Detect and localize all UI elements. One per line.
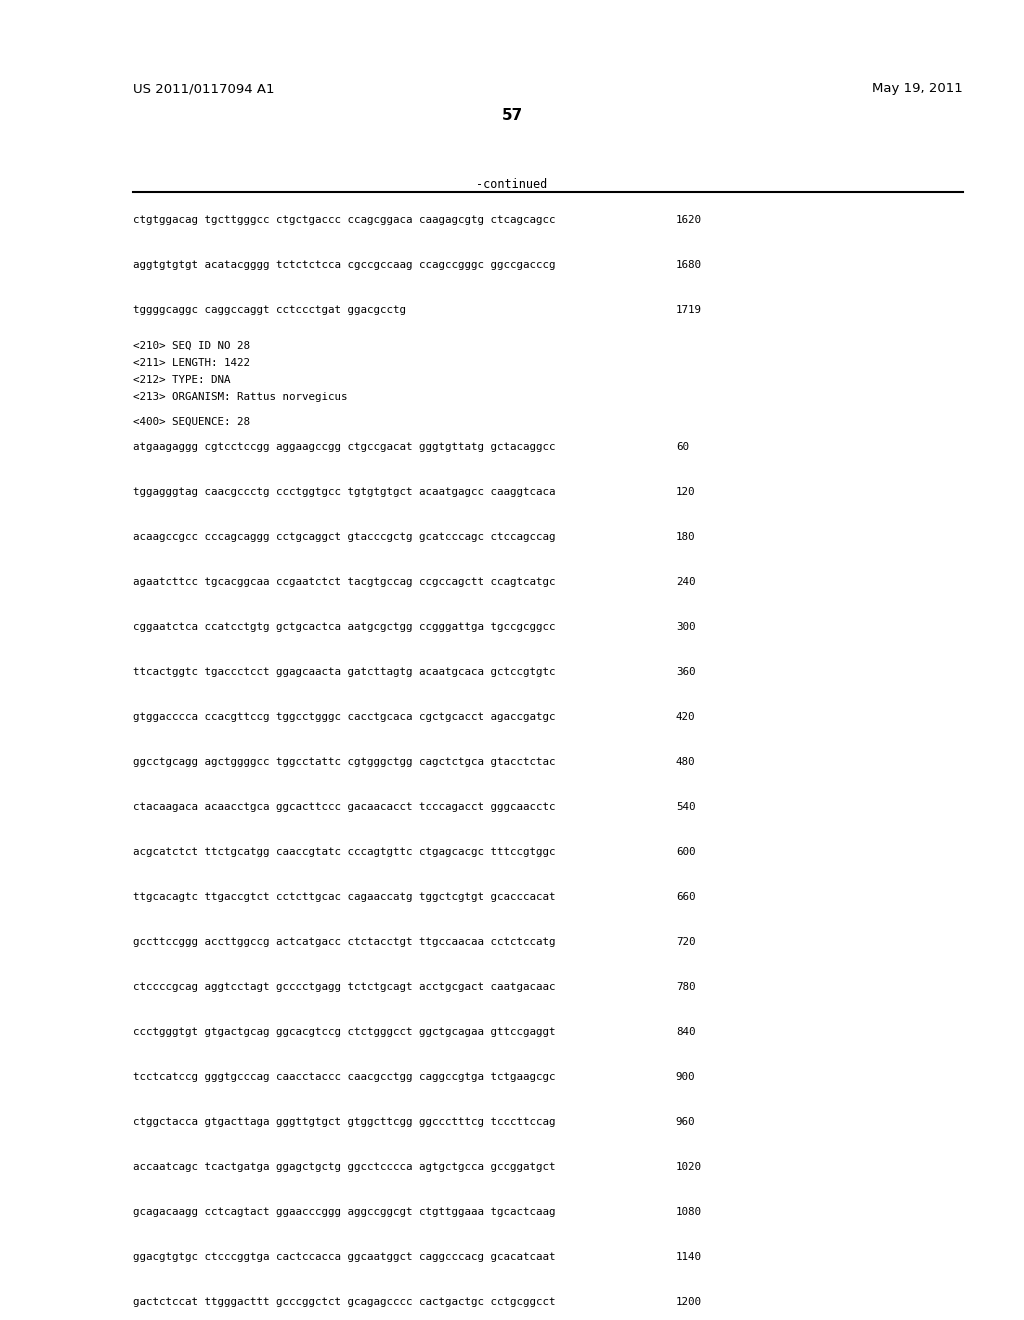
Text: 360: 360 [676, 667, 695, 677]
Text: <400> SEQUENCE: 28: <400> SEQUENCE: 28 [133, 417, 250, 426]
Text: atgaagaggg cgtcctccgg aggaagccgg ctgccgacat gggtgttatg gctacaggcc: atgaagaggg cgtcctccgg aggaagccgg ctgccga… [133, 442, 556, 451]
Text: 300: 300 [676, 622, 695, 632]
Text: 1140: 1140 [676, 1251, 701, 1262]
Text: ggacgtgtgc ctcccggtga cactccacca ggcaatggct caggcccacg gcacatcaat: ggacgtgtgc ctcccggtga cactccacca ggcaatg… [133, 1251, 556, 1262]
Text: 1020: 1020 [676, 1162, 701, 1172]
Text: -continued: -continued [476, 178, 548, 191]
Text: 420: 420 [676, 711, 695, 722]
Text: <210> SEQ ID NO 28: <210> SEQ ID NO 28 [133, 341, 250, 351]
Text: May 19, 2011: May 19, 2011 [871, 82, 963, 95]
Text: ccctgggtgt gtgactgcag ggcacgtccg ctctgggcct ggctgcagaa gttccgaggt: ccctgggtgt gtgactgcag ggcacgtccg ctctggg… [133, 1027, 556, 1038]
Text: 1719: 1719 [676, 305, 701, 315]
Text: tggggcaggc caggccaggt cctccctgat ggacgcctg: tggggcaggc caggccaggt cctccctgat ggacgcc… [133, 305, 407, 315]
Text: 1680: 1680 [676, 260, 701, 271]
Text: <211> LENGTH: 1422: <211> LENGTH: 1422 [133, 358, 250, 368]
Text: gccttccggg accttggccg actcatgacc ctctacctgt ttgccaacaa cctctccatg: gccttccggg accttggccg actcatgacc ctctacc… [133, 937, 556, 946]
Text: <213> ORGANISM: Rattus norvegicus: <213> ORGANISM: Rattus norvegicus [133, 392, 347, 403]
Text: gactctccat ttgggacttt gcccggctct gcagagcccc cactgactgc cctgcggcct: gactctccat ttgggacttt gcccggctct gcagagc… [133, 1298, 556, 1307]
Text: accaatcagc tcactgatga ggagctgctg ggcctcccca agtgctgcca gccggatgct: accaatcagc tcactgatga ggagctgctg ggcctcc… [133, 1162, 556, 1172]
Text: ttcactggtc tgaccctcct ggagcaacta gatcttagtg acaatgcaca gctccgtgtc: ttcactggtc tgaccctcct ggagcaacta gatctta… [133, 667, 556, 677]
Text: gtggacccca ccacgttccg tggcctgggc cacctgcaca cgctgcacct agaccgatgc: gtggacccca ccacgttccg tggcctgggc cacctgc… [133, 711, 556, 722]
Text: acaagccgcc cccagcaggg cctgcaggct gtacccgctg gcatcccagc ctccagccag: acaagccgcc cccagcaggg cctgcaggct gtacccg… [133, 532, 556, 543]
Text: gcagacaagg cctcagtact ggaacccggg aggccggcgt ctgttggaaa tgcactcaag: gcagacaagg cctcagtact ggaacccggg aggccgg… [133, 1206, 556, 1217]
Text: tcctcatccg gggtgcccag caacctaccc caacgcctgg caggccgtga tctgaagcgc: tcctcatccg gggtgcccag caacctaccc caacgcc… [133, 1072, 556, 1082]
Text: 540: 540 [676, 803, 695, 812]
Text: <212> TYPE: DNA: <212> TYPE: DNA [133, 375, 230, 385]
Text: aggtgtgtgt acatacgggg tctctctcca cgccgccaag ccagccgggc ggccgacccg: aggtgtgtgt acatacgggg tctctctcca cgccgcc… [133, 260, 556, 271]
Text: ctgtggacag tgcttgggcc ctgctgaccc ccagcggaca caagagcgtg ctcagcagcc: ctgtggacag tgcttgggcc ctgctgaccc ccagcgg… [133, 215, 556, 224]
Text: acgcatctct ttctgcatgg caaccgtatc cccagtgttc ctgagcacgc tttccgtggc: acgcatctct ttctgcatgg caaccgtatc cccagtg… [133, 847, 556, 857]
Text: 60: 60 [676, 442, 689, 451]
Text: 780: 780 [676, 982, 695, 993]
Text: 57: 57 [502, 108, 522, 123]
Text: 600: 600 [676, 847, 695, 857]
Text: ggcctgcagg agctggggcc tggcctattc cgtgggctgg cagctctgca gtacctctac: ggcctgcagg agctggggcc tggcctattc cgtgggc… [133, 756, 556, 767]
Text: cggaatctca ccatcctgtg gctgcactca aatgcgctgg ccgggattga tgccgcggcc: cggaatctca ccatcctgtg gctgcactca aatgcgc… [133, 622, 556, 632]
Text: 1620: 1620 [676, 215, 701, 224]
Text: 720: 720 [676, 937, 695, 946]
Text: 480: 480 [676, 756, 695, 767]
Text: 1080: 1080 [676, 1206, 701, 1217]
Text: 660: 660 [676, 892, 695, 902]
Text: ctggctacca gtgacttaga gggttgtgct gtggcttcgg ggccctttcg tcccttccag: ctggctacca gtgacttaga gggttgtgct gtggctt… [133, 1117, 556, 1127]
Text: tggagggtag caacgccctg ccctggtgcc tgtgtgtgct acaatgagcc caaggtcaca: tggagggtag caacgccctg ccctggtgcc tgtgtgt… [133, 487, 556, 498]
Text: ttgcacagtc ttgaccgtct cctcttgcac cagaaccatg tggctcgtgt gcacccacat: ttgcacagtc ttgaccgtct cctcttgcac cagaacc… [133, 892, 556, 902]
Text: 120: 120 [676, 487, 695, 498]
Text: 900: 900 [676, 1072, 695, 1082]
Text: 1200: 1200 [676, 1298, 701, 1307]
Text: agaatcttcc tgcacggcaa ccgaatctct tacgtgccag ccgccagctt ccagtcatgc: agaatcttcc tgcacggcaa ccgaatctct tacgtgc… [133, 577, 556, 587]
Text: 840: 840 [676, 1027, 695, 1038]
Text: US 2011/0117094 A1: US 2011/0117094 A1 [133, 82, 274, 95]
Text: 240: 240 [676, 577, 695, 587]
Text: 180: 180 [676, 532, 695, 543]
Text: ctacaagaca acaacctgca ggcacttccc gacaacacct tcccagacct gggcaacctc: ctacaagaca acaacctgca ggcacttccc gacaaca… [133, 803, 556, 812]
Text: 960: 960 [676, 1117, 695, 1127]
Text: ctccccgcag aggtcctagt gcccctgagg tctctgcagt acctgcgact caatgacaac: ctccccgcag aggtcctagt gcccctgagg tctctgc… [133, 982, 556, 993]
